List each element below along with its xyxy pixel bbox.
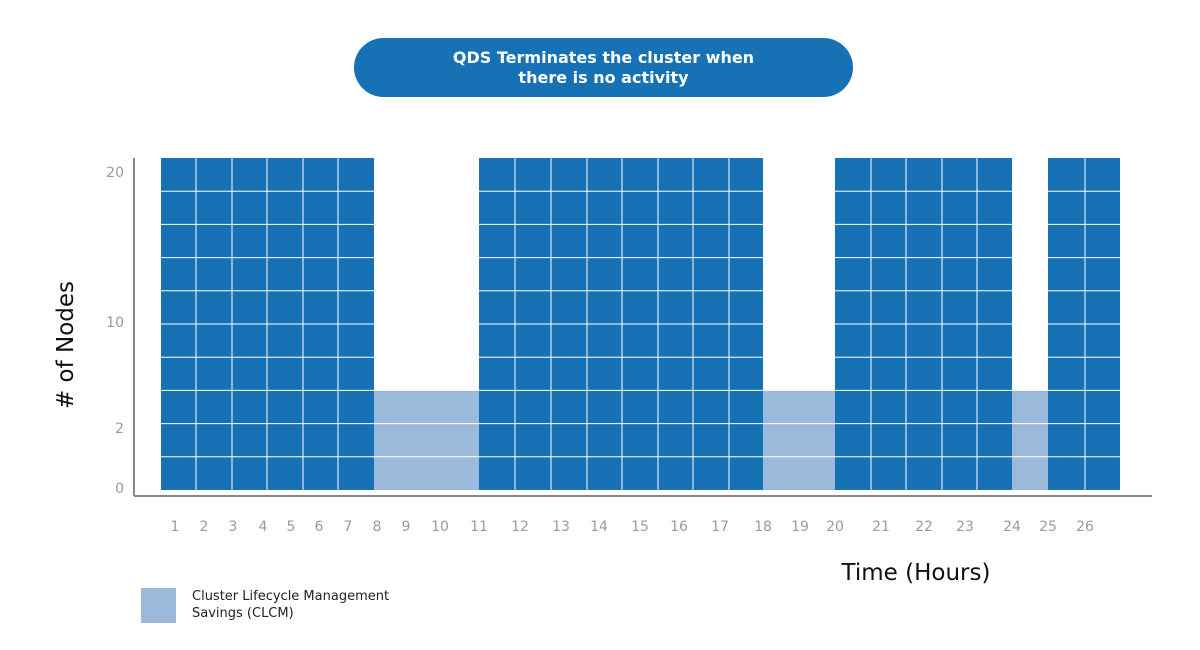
clcm-savings-bar-1	[374, 390, 479, 490]
legend-swatch-clcm	[141, 588, 176, 623]
x-tick-label: 20	[826, 519, 844, 535]
x-tick-label: 11	[470, 519, 488, 535]
x-tick-label: 14	[590, 519, 608, 535]
x-tick-label: 19	[791, 519, 809, 535]
x-tick-label: 13	[552, 519, 570, 535]
x-tick-label: 17	[711, 519, 729, 535]
x-tick-label: 8	[373, 519, 382, 535]
legend-label-line-1: Cluster Lifecycle Management	[192, 589, 390, 604]
x-tick-label: 25	[1039, 519, 1057, 535]
chart-title-line-2: there is no activity	[518, 67, 689, 87]
y-tick-label: 0	[115, 481, 124, 497]
x-tick-label: 23	[956, 519, 974, 535]
x-tick-label: 15	[631, 519, 649, 535]
x-tick-label: 10	[431, 519, 449, 535]
y-tick-label: 10	[106, 315, 124, 331]
x-tick-label: 26	[1076, 519, 1094, 535]
x-tick-label: 12	[511, 519, 529, 535]
x-tick-label: 9	[402, 519, 411, 535]
x-tick-label: 6	[315, 519, 324, 535]
chart-title-banner: QDS Terminates the cluster when there is…	[354, 38, 853, 97]
clcm-savings-bar-3	[1012, 390, 1048, 490]
x-tick-label: 22	[915, 519, 933, 535]
x-tick-label: 3	[229, 519, 238, 535]
x-tick-label: 24	[1003, 519, 1021, 535]
y-tick-label: 20	[106, 165, 124, 181]
x-tick-label: 5	[287, 519, 296, 535]
chart-title-line-1: QDS Terminates the cluster when	[452, 47, 755, 67]
x-tick-label: 4	[259, 519, 268, 535]
legend: Cluster Lifecycle Management Savings (CL…	[141, 588, 422, 623]
x-tick-label: 7	[344, 519, 353, 535]
x-tick-label: 18	[754, 519, 772, 535]
x-tick-label: 1	[171, 519, 180, 535]
x-tick-label: 2	[200, 519, 209, 535]
legend-label-clcm: Cluster Lifecycle Management Savings (CL…	[192, 588, 422, 622]
x-axis-label: Time (Hours)	[841, 560, 991, 586]
y-tick-label: 2	[115, 421, 124, 437]
legend-label-line-2: Savings (CLCM)	[192, 606, 294, 621]
clcm-savings-bar-2	[763, 390, 835, 490]
y-axis-label: # of Nodes	[53, 281, 79, 409]
x-tick-label: 21	[872, 519, 890, 535]
x-tick-label: 16	[670, 519, 688, 535]
